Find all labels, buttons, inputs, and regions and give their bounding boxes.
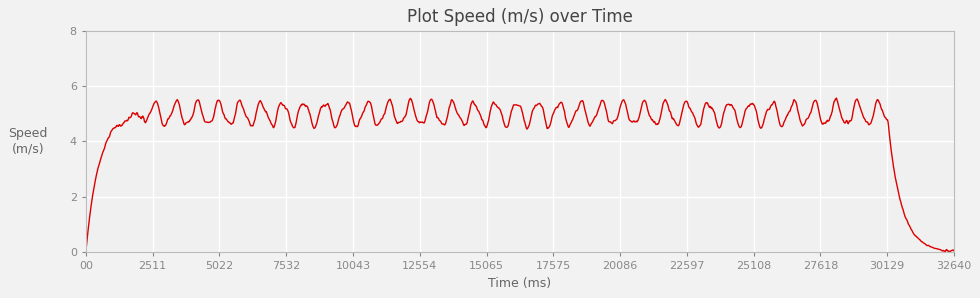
X-axis label: Time (ms): Time (ms) — [488, 277, 552, 290]
Y-axis label: Speed
(m/s): Speed (m/s) — [9, 127, 48, 155]
Title: Plot Speed (m/s) over Time: Plot Speed (m/s) over Time — [407, 8, 633, 26]
